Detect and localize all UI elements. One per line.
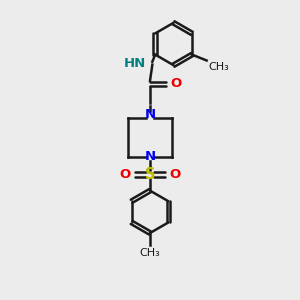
Text: S: S: [145, 167, 155, 182]
Text: CH₃: CH₃: [140, 248, 160, 258]
Text: CH₃: CH₃: [208, 62, 229, 72]
Text: O: O: [170, 77, 182, 90]
Text: O: O: [119, 168, 130, 181]
Text: N: N: [144, 150, 156, 163]
Text: O: O: [170, 168, 181, 181]
Text: N: N: [144, 108, 156, 121]
Text: HN: HN: [123, 57, 146, 70]
